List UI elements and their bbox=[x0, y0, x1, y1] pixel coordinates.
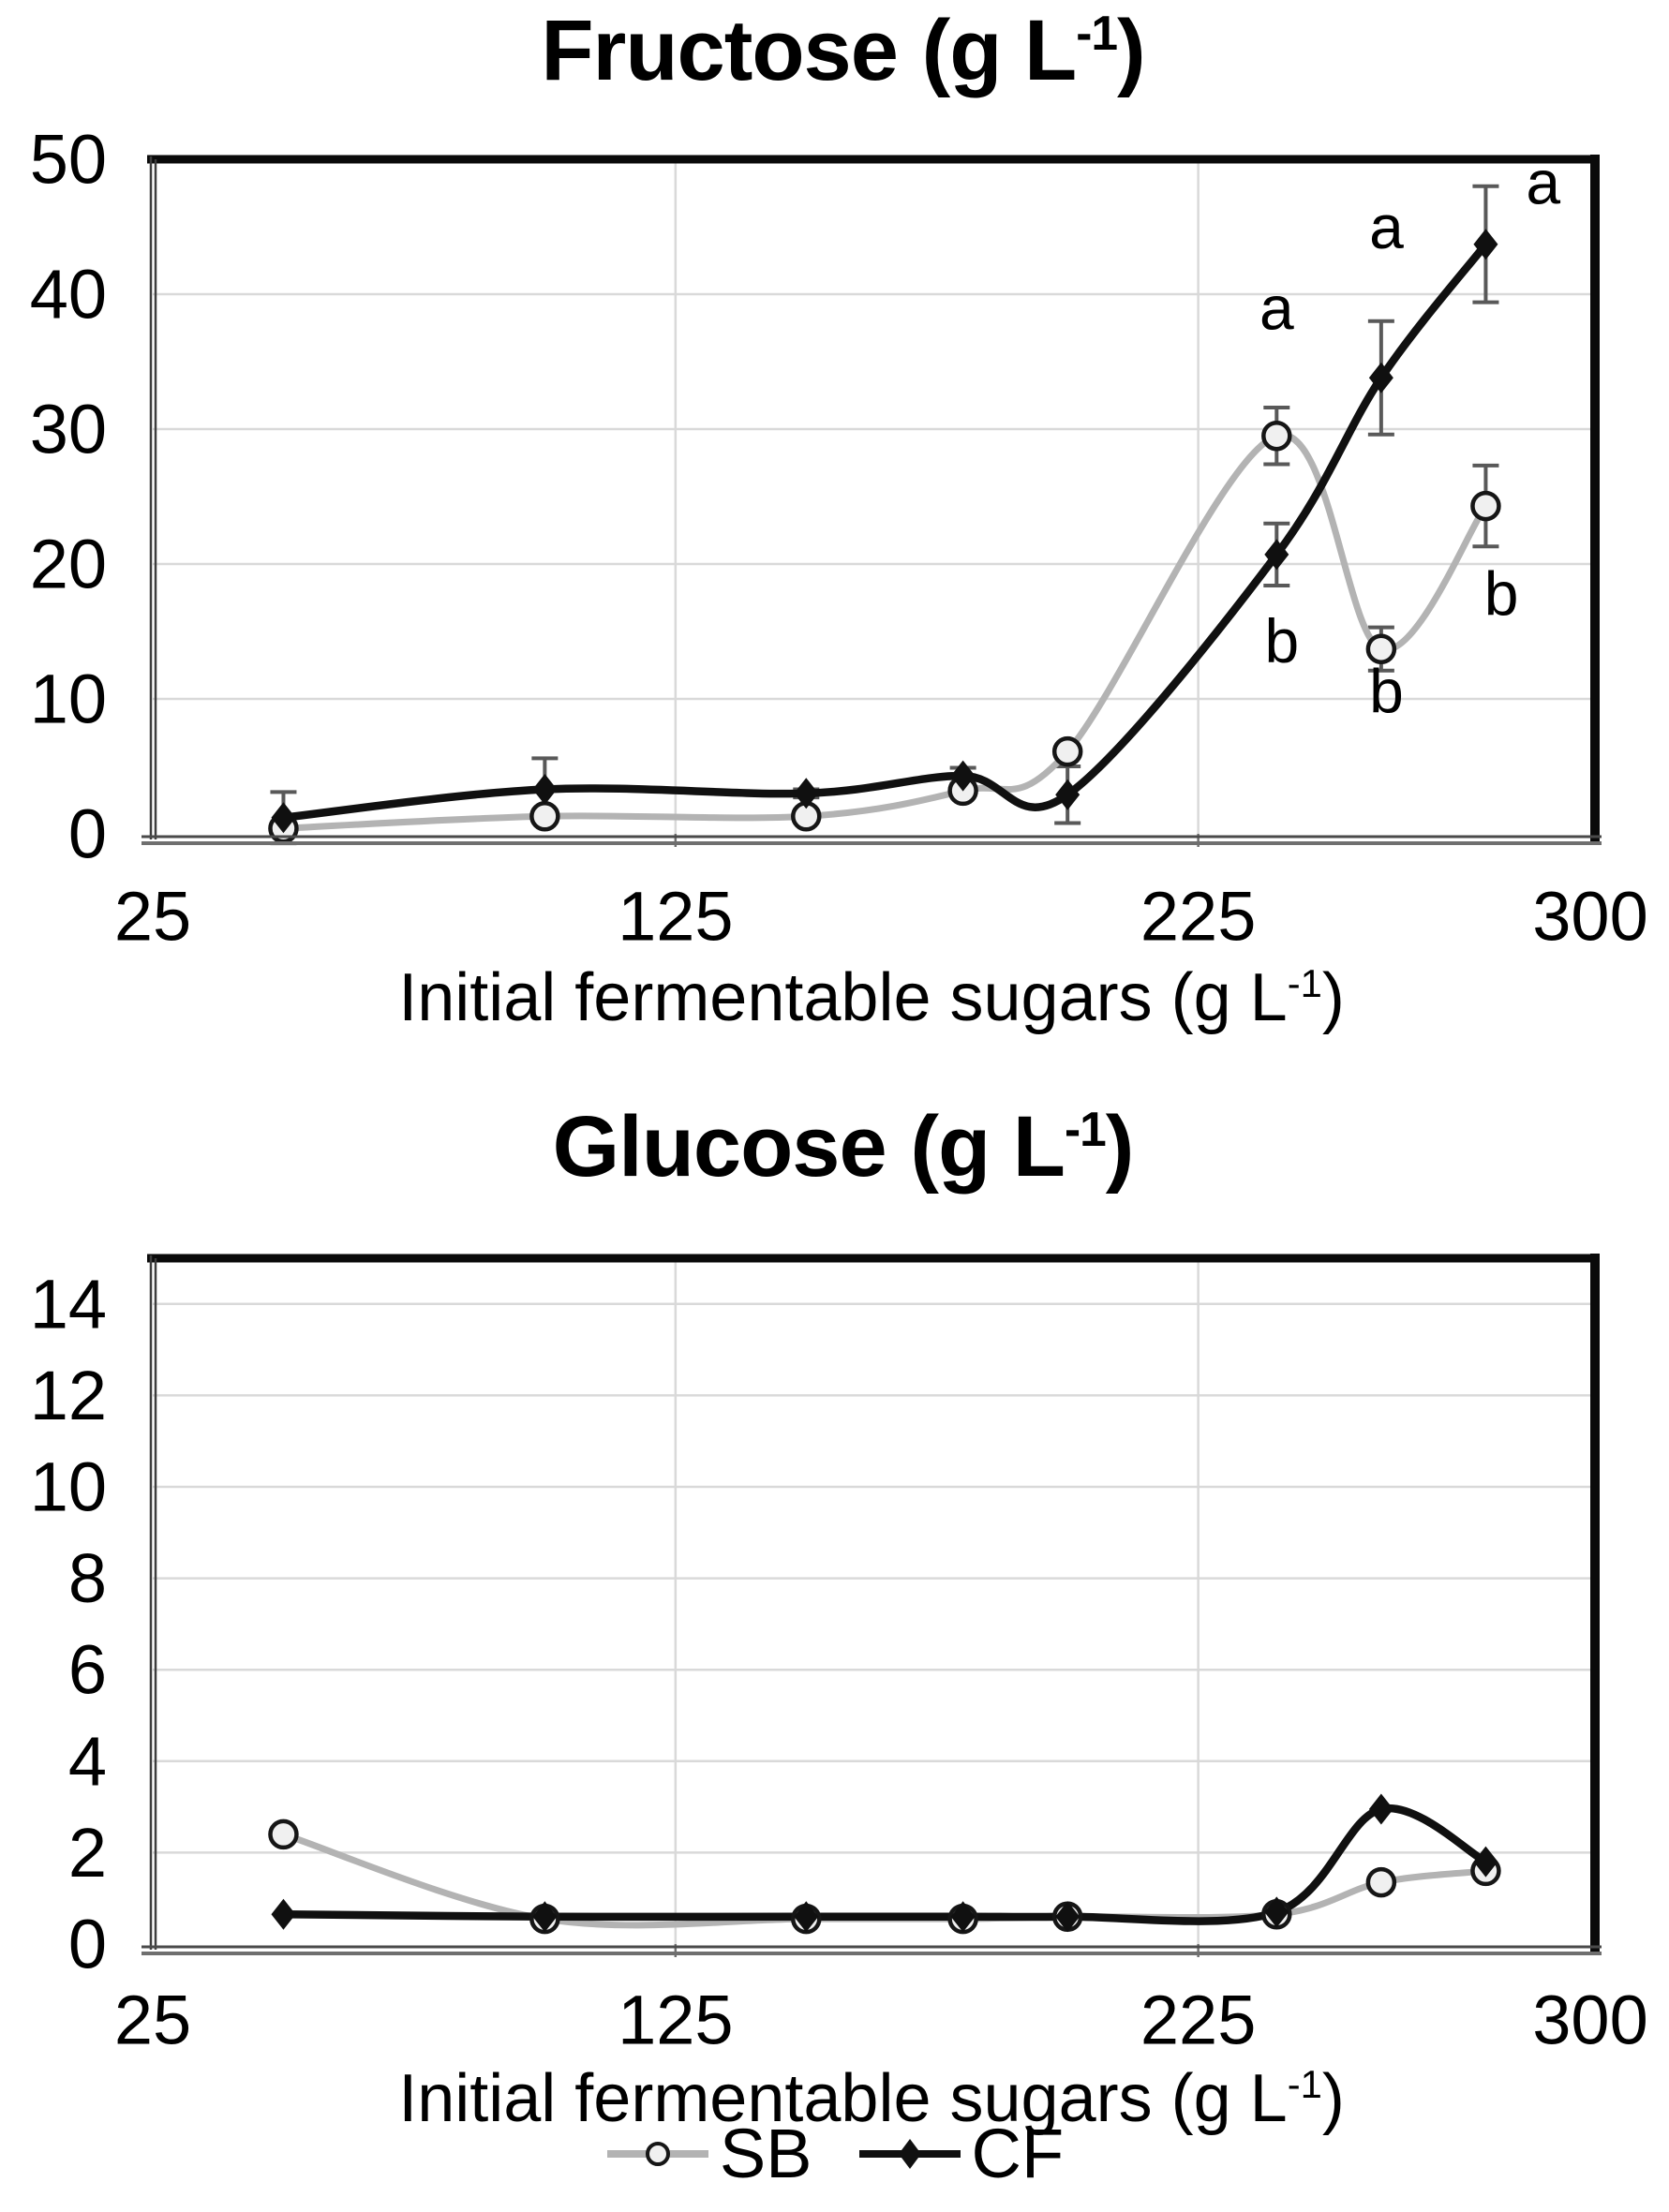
x-tick-label: 300 bbox=[1532, 878, 1647, 956]
x-label-text: Initial fermentable sugars (g L bbox=[398, 960, 1288, 1035]
significance-letter: a bbox=[1259, 273, 1294, 342]
title-text: Fructose bbox=[541, 3, 899, 98]
cf-data-marker bbox=[1264, 539, 1289, 571]
fructose-x-axis-label: Initial fermentable sugars (g L-1) bbox=[153, 960, 1590, 1035]
x-label-close: ) bbox=[1321, 2061, 1345, 2136]
sb-data-marker bbox=[1365, 633, 1397, 664]
y-tick-label: 12 bbox=[30, 1357, 107, 1434]
title-text: Glucose bbox=[552, 1099, 887, 1195]
cf-data-marker bbox=[794, 778, 819, 809]
x-tick-label: 25 bbox=[114, 1982, 191, 2059]
significance-letter: a bbox=[1369, 192, 1404, 261]
cf-data-marker bbox=[1473, 229, 1498, 260]
x-label-superscript: -1 bbox=[1287, 960, 1322, 1005]
cf-data-marker bbox=[532, 1901, 558, 1933]
sb-series-line bbox=[279, 431, 1489, 832]
glucose-chart-title: Glucose (g L-1) bbox=[8, 1102, 1669, 1193]
significance-letter: b bbox=[1265, 606, 1300, 675]
y-tick-label: 6 bbox=[68, 1631, 107, 1709]
y-tick-label: 20 bbox=[30, 526, 107, 603]
x-tick-label: 125 bbox=[618, 878, 733, 956]
y-tick-label: 8 bbox=[68, 1539, 107, 1617]
x-tick-label: 225 bbox=[1140, 878, 1256, 956]
cf-data-marker bbox=[950, 760, 976, 792]
cf-data-marker bbox=[1055, 1901, 1080, 1933]
y-tick-label: 10 bbox=[30, 661, 107, 738]
sb-legend-marker-icon bbox=[606, 2142, 708, 2166]
x-tick-label: 225 bbox=[1140, 1982, 1256, 2059]
y-tick-label: 2 bbox=[68, 1814, 107, 1892]
cf-data-marker bbox=[1264, 1896, 1289, 1928]
sb-data-marker bbox=[529, 801, 560, 832]
legend-item-cf: CF bbox=[857, 2115, 1065, 2192]
y-tick-label: 4 bbox=[68, 1722, 107, 1800]
cf-data-marker bbox=[950, 1901, 976, 1933]
cf-data-marker bbox=[1055, 779, 1080, 810]
y-tick-label: 10 bbox=[30, 1448, 107, 1526]
cf-series-line bbox=[279, 240, 1490, 822]
y-tick-label: 30 bbox=[30, 391, 107, 468]
title-unit-close: ) bbox=[1105, 1099, 1135, 1195]
y-tick-label: 14 bbox=[30, 1265, 107, 1343]
sb-data-marker bbox=[1470, 490, 1501, 522]
cf-legend-marker-icon bbox=[858, 2139, 961, 2169]
y-tick-label: 0 bbox=[68, 795, 107, 873]
cf-data-marker bbox=[1368, 1793, 1393, 1825]
cf-data-marker bbox=[271, 802, 296, 834]
x-tick-label: 125 bbox=[618, 1982, 733, 2059]
y-tick-label: 0 bbox=[68, 1906, 107, 1983]
glucose-x-axis-label: Initial fermentable sugars (g L-1) bbox=[153, 2061, 1590, 2136]
title-superscript: -1 bbox=[1064, 1102, 1107, 1157]
cf-data-marker bbox=[271, 1898, 296, 1930]
x-label-text: Initial fermentable sugars (g L bbox=[398, 2061, 1288, 2136]
x-tick-label: 25 bbox=[114, 878, 191, 956]
significance-letter: b bbox=[1369, 656, 1404, 725]
legend-label-sb: SB bbox=[719, 2115, 812, 2192]
sb-data-marker bbox=[1261, 420, 1292, 452]
cf-data-marker bbox=[794, 1901, 819, 1933]
sb-data-marker bbox=[1365, 1866, 1397, 1898]
significance-letter: b bbox=[1484, 559, 1519, 629]
cf-data-marker bbox=[532, 773, 558, 805]
title-unit-close: ) bbox=[1117, 3, 1146, 98]
x-tick-label: 300 bbox=[1532, 1982, 1647, 2059]
title-unit: (g L bbox=[921, 3, 1078, 98]
title-superscript: -1 bbox=[1076, 6, 1118, 61]
cf-data-marker bbox=[1368, 362, 1393, 393]
legend-item-sb: SB bbox=[605, 2119, 812, 2189]
fructose-chart-title: Fructose (g L-1) bbox=[8, 6, 1669, 96]
legend: SB CF bbox=[0, 2119, 1669, 2189]
glucose-plot: 0 2 4 6 8 10 12 14 25 125 225 300 bbox=[30, 1254, 1648, 2059]
sb-data-marker bbox=[1051, 735, 1083, 767]
x-label-close: ) bbox=[1321, 960, 1345, 1035]
cf-data-marker bbox=[1473, 1846, 1498, 1878]
y-tick-label: 50 bbox=[30, 121, 107, 199]
sb-series-line bbox=[279, 1831, 1489, 1929]
cf-series-line bbox=[279, 1804, 1490, 1925]
y-tick-label: 40 bbox=[30, 256, 107, 334]
title-unit: (g L bbox=[910, 1099, 1065, 1195]
sb-data-marker bbox=[268, 1819, 299, 1850]
legend-label-cf: CF bbox=[971, 2115, 1065, 2192]
x-label-superscript: -1 bbox=[1287, 2061, 1322, 2106]
